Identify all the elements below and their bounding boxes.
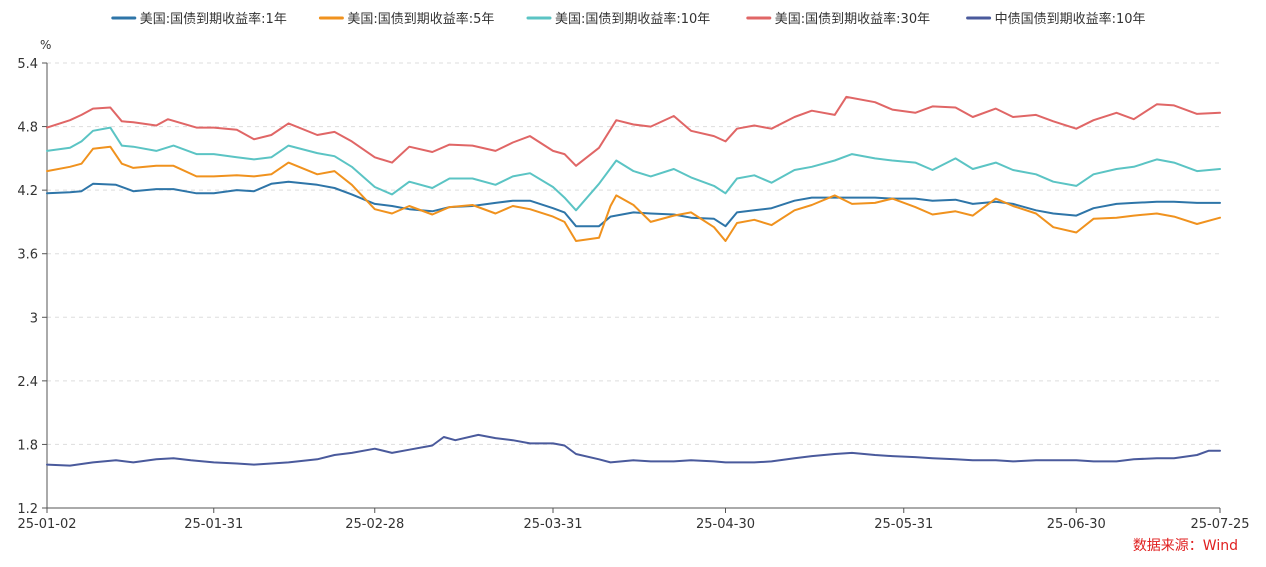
x-tick-label: 25-04-30 — [696, 517, 755, 532]
legend-label: 美国:国债到期收益率:30年 — [775, 11, 930, 27]
x-tick-label: 25-07-25 — [1190, 517, 1249, 532]
y-tick-label: 5.4 — [17, 57, 38, 72]
series-line-2 — [46, 145, 1221, 242]
y-tick-label: 4.8 — [17, 121, 38, 136]
y-tick-label: 1.2 — [17, 502, 38, 517]
chart-legend: 美国:国债到期收益率:1年 美国:国债到期收益率:5年 美国:国债到期收益率:10年… — [111, 11, 1146, 27]
series-lines — [46, 95, 1221, 467]
series-line-4 — [46, 95, 1221, 167]
x-tick-label: 25-01-31 — [184, 517, 243, 532]
y-tick-label: 2.4 — [17, 375, 38, 390]
x-tick-label: 25-01-02 — [17, 517, 76, 532]
x-tick-label: 25-05-31 — [874, 517, 933, 532]
x-axis: 25-01-02 25-01-31 25-02-28 25-03-31 25-04-30… — [17, 507, 1250, 532]
y-tick-label: 4.2 — [17, 184, 38, 199]
y-axis: 5.4 4.8 4.2 3.6 3 2.4 1.8 1.2 — [17, 57, 48, 517]
y-tick-label: 3 — [30, 311, 38, 326]
x-tick-label: 25-03-31 — [523, 517, 582, 532]
data-source-label: 数据来源：Wind — [1133, 538, 1238, 554]
legend-label: 美国:国债到期收益率:10年 — [555, 11, 710, 27]
y-tick-label: 1.8 — [17, 438, 38, 453]
series-line-1 — [46, 180, 1221, 228]
series-line-3 — [46, 126, 1221, 212]
grid-lines — [47, 62, 1220, 445]
x-tick-label: 25-06-30 — [1047, 517, 1106, 532]
legend-label: 美国:国债到期收益率:5年 — [347, 11, 494, 27]
x-tick-label: 25-02-28 — [345, 517, 404, 532]
y-axis-unit-label: % — [40, 38, 51, 52]
legend-label: 中债国债到期收益率:10年 — [995, 11, 1146, 27]
legend-label: 美国:国债到期收益率:1年 — [140, 11, 287, 27]
y-tick-label: 3.6 — [17, 248, 38, 263]
series-line-5 — [46, 433, 1221, 467]
